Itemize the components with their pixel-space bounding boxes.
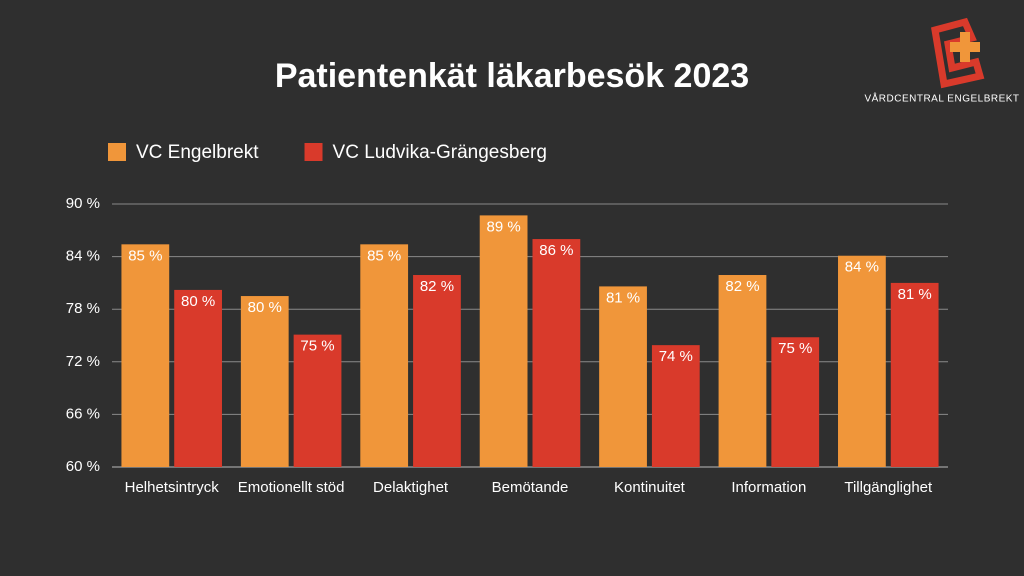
data-label: 75 % <box>300 338 334 355</box>
data-label: 85 % <box>128 247 162 264</box>
x-tick-label: Tillgänglighet <box>844 479 933 496</box>
y-tick-label: 72 % <box>66 353 100 370</box>
data-label: 74 % <box>659 348 693 365</box>
logo: VÅRDCENTRAL ENGELBREKT <box>864 17 1019 105</box>
x-tick-label: Kontinuitet <box>614 479 686 496</box>
bar <box>718 275 767 467</box>
chart-title: Patientenkät läkarbesök 2023 <box>275 57 749 95</box>
x-tick-label: Information <box>731 479 806 496</box>
bar <box>240 296 289 467</box>
data-label: 82 % <box>725 278 759 295</box>
logo-mark <box>931 17 985 89</box>
data-label: 80 % <box>181 293 215 310</box>
legend-swatch <box>108 143 126 161</box>
data-label: 75 % <box>778 340 812 357</box>
data-label: 82 % <box>420 278 454 295</box>
data-label: 80 % <box>248 299 282 316</box>
logo-text: VÅRDCENTRAL ENGELBREKT <box>864 92 1019 105</box>
bar <box>890 282 939 467</box>
legend-swatch <box>304 143 323 161</box>
bar <box>360 244 409 467</box>
legend-label: VC Engelbrekt <box>136 142 259 163</box>
bar <box>651 345 700 467</box>
legend-label: VC Ludvika-Grängesberg <box>333 142 547 163</box>
bar <box>771 337 820 467</box>
bar <box>599 286 647 467</box>
y-tick-label: 60 % <box>66 458 100 475</box>
x-tick-label: Emotionellt stöd <box>238 479 345 496</box>
bar <box>479 215 528 467</box>
bar <box>532 239 581 467</box>
data-label: 85 % <box>367 247 401 264</box>
y-tick-label: 78 % <box>66 300 100 317</box>
x-tick-label: Bemötande <box>492 479 569 496</box>
bar <box>838 255 886 467</box>
bar <box>174 289 222 467</box>
y-tick-label: 84 % <box>66 248 100 265</box>
bar <box>121 244 170 467</box>
x-tick-label: Delaktighet <box>373 479 449 496</box>
bar <box>293 334 342 467</box>
data-label: 84 % <box>845 259 879 276</box>
y-tick-label: 90 % <box>66 195 100 212</box>
data-label: 81 % <box>898 286 932 303</box>
bar <box>413 275 461 467</box>
data-label: 86 % <box>539 242 573 259</box>
data-label: 81 % <box>606 289 640 306</box>
data-label: 89 % <box>487 218 521 235</box>
logo-cross <box>950 32 980 62</box>
x-tick-label: Helhetsintryck <box>125 479 220 496</box>
y-tick-label: 66 % <box>66 405 100 422</box>
